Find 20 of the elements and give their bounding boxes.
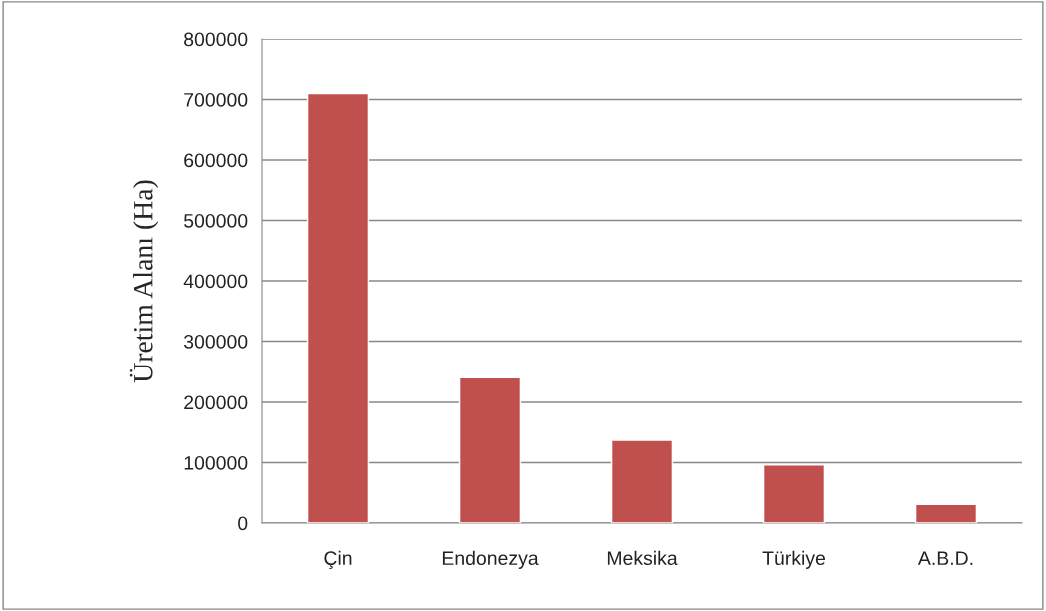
y-tick-label: 400000 [183, 274, 248, 289]
y-axis-title: Üretim Alanı (Ha) [129, 180, 159, 383]
bar [914, 503, 978, 523]
y-tick-label: 300000 [183, 334, 248, 349]
y-tick-label: 600000 [184, 153, 248, 168]
y-tick-label: 700000 [184, 92, 248, 107]
x-tick-label: Meksika [607, 550, 678, 566]
y-tick-label: 800000 [184, 32, 248, 47]
y-tick-label: 200000 [184, 395, 248, 410]
bar [610, 439, 674, 523]
x-tick-label: Çin [324, 550, 352, 569]
x-tick-label: A.B.D. [917, 551, 973, 565]
y-tick-label: 100000 [184, 455, 248, 470]
x-tick-label: Türkiye [762, 550, 826, 569]
y-tick-label: 500000 [184, 213, 248, 228]
y-tick-label: 0 [238, 516, 248, 531]
bar [458, 376, 522, 523]
bar [306, 92, 370, 523]
bar [762, 464, 826, 523]
x-tick-label: Endonezya [442, 550, 539, 569]
